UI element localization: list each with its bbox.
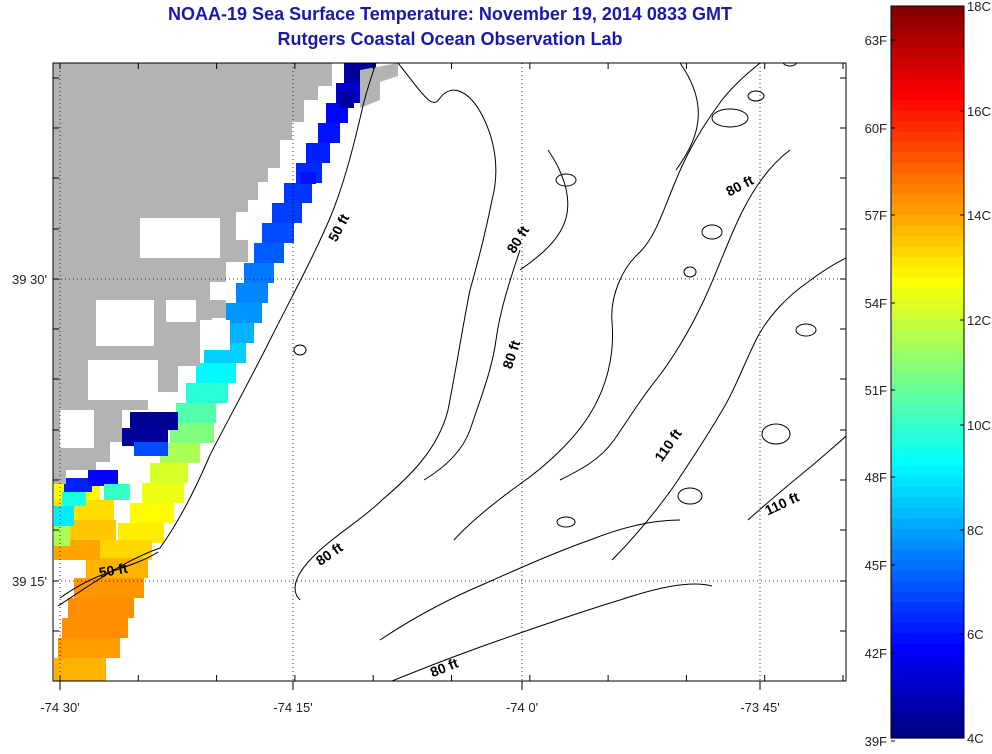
x-tick-label: -74 30' (40, 700, 79, 715)
sst-cell (186, 383, 228, 403)
chart-title: NOAA-19 Sea Surface Temperature: Novembe… (168, 4, 732, 24)
sst-cell (226, 303, 262, 323)
bay-area (140, 218, 220, 258)
sst-cell (284, 183, 312, 203)
contour-label: 50 ft (325, 211, 353, 244)
sst-cell (118, 523, 164, 543)
x-tick-label: -74 15' (273, 700, 312, 715)
depth-contour-island (555, 173, 577, 187)
sst-cell (160, 443, 200, 463)
depth-contour-island (701, 224, 723, 240)
sst-cell (134, 442, 168, 456)
x-tick-label: -73 45' (740, 700, 779, 715)
depth-contour-island (747, 90, 765, 102)
plot-frame (52, 62, 847, 682)
sst-heatmap-layer (54, 63, 376, 681)
sst-cell (130, 412, 178, 430)
sst-cell (54, 506, 74, 526)
sst-cell (176, 403, 216, 423)
sst-cell (196, 363, 236, 383)
depth-contour (423, 249, 521, 481)
sst-cell (318, 123, 340, 143)
sst-cell (74, 578, 144, 598)
depth-contour (294, 63, 497, 601)
sst-cell (100, 540, 152, 560)
depth-contour-island (782, 63, 798, 67)
graticule-grid (53, 63, 846, 681)
depth-contour-island (711, 108, 749, 128)
sst-cell (68, 598, 134, 618)
sst-cell (340, 92, 354, 108)
depth-contour-island (795, 323, 817, 337)
depth-contour (59, 551, 159, 599)
contour-label: 80 ft (313, 539, 346, 569)
contour-label: 110 ft (651, 426, 685, 465)
sst-cell (236, 283, 268, 303)
depth-contour (519, 149, 569, 271)
sst-cell (130, 503, 174, 523)
sst-cell (122, 428, 168, 446)
depth-contour-island (761, 423, 791, 445)
sst-cell (62, 618, 128, 638)
chart-subtitle: Rutgers Coastal Ocean Observation Lab (277, 29, 623, 49)
contour-label: 80 ft (503, 223, 532, 256)
x-tick-label: -74 0' (506, 700, 538, 715)
sst-cell (306, 143, 330, 163)
depth-contour-island (556, 516, 576, 528)
depth-contour (379, 519, 681, 641)
sst-cell (272, 203, 302, 223)
axis-tick-labels: -74 30' -74 15' -74 0' -73 45' 39 30' 39 15' (12, 272, 780, 715)
contour-label: 80 ft (499, 338, 523, 371)
sst-cell (88, 470, 118, 486)
sst-cell (244, 263, 274, 283)
sst-cell (300, 172, 316, 184)
depth-contour (611, 257, 846, 561)
contour-label: 80 ft (428, 654, 461, 680)
depth-contour (675, 63, 699, 171)
land-area (360, 63, 398, 108)
contour-label: 110 ft (762, 489, 802, 519)
bay-area (60, 410, 94, 448)
bathymetry-contours (57, 63, 846, 681)
frame-minor-ticks (53, 63, 846, 681)
sst-cell (104, 484, 130, 500)
sst-cell (262, 223, 294, 243)
depth-contour (747, 435, 846, 521)
contour-label: 50 ft (98, 560, 129, 581)
sst-cell (62, 492, 86, 506)
bay-area (200, 320, 230, 350)
sst-cell (254, 243, 284, 263)
sst-cell (58, 638, 120, 658)
depth-contour-island (677, 487, 703, 505)
depth-contour (57, 63, 377, 607)
bay-area (88, 360, 158, 400)
depth-contour-island (683, 266, 697, 278)
sst-cell (54, 658, 106, 681)
bay-area (96, 300, 154, 346)
y-tick-label: 39 15' (12, 574, 47, 589)
sst-cell (64, 478, 92, 492)
y-tick-label: 39 30' (12, 272, 47, 287)
depth-contour (391, 583, 713, 681)
sst-cell (54, 526, 70, 546)
depth-contour (453, 63, 761, 541)
sst-cell (150, 463, 188, 483)
depth-contour-island (293, 344, 307, 356)
sst-cell (170, 423, 214, 443)
depth-contour (559, 149, 791, 481)
land-mask (53, 63, 398, 484)
sst-cell (142, 483, 184, 503)
